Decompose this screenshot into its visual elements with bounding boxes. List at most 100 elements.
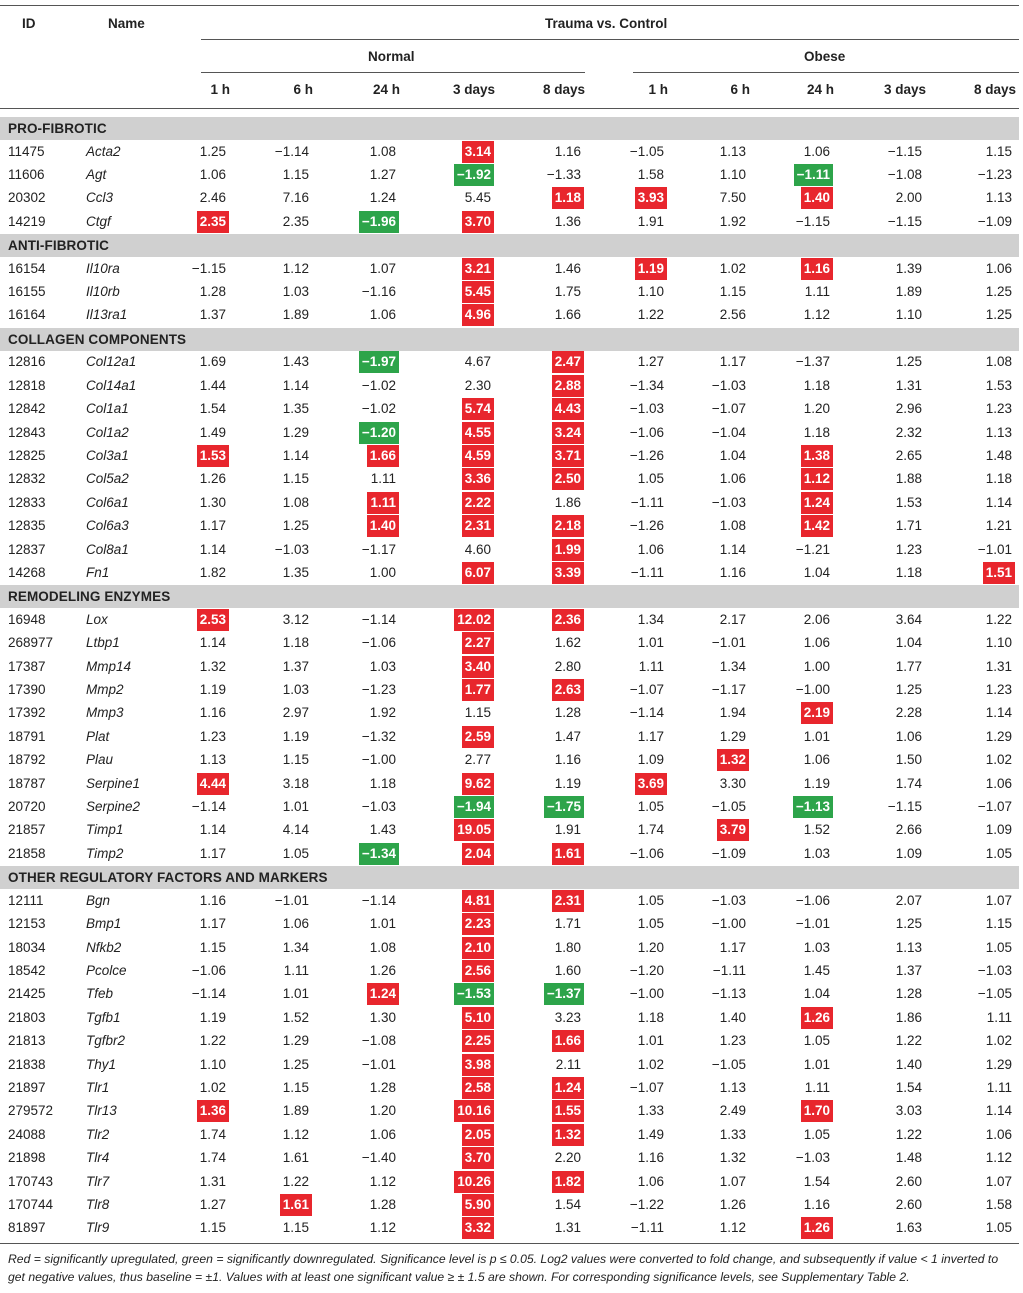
value-cell: 1.06 <box>803 635 830 651</box>
gene-id: 21838 <box>8 1056 46 1072</box>
table-row: 12843 Col1a2 1.49 1.29 −1.20 4.55 3.24 −1.06 −1.… <box>0 421 1019 445</box>
value-cell: 3.64 <box>895 611 922 627</box>
value-cell: −1.37 <box>795 354 830 370</box>
value-cell-up: 4.55 <box>461 421 494 444</box>
gene-id: 14268 <box>8 564 46 580</box>
value-cell-up: 3.71 <box>551 444 584 467</box>
value-cell: 1.74 <box>637 822 664 838</box>
value-cell: 1.18 <box>282 635 309 651</box>
value-cell: 1.86 <box>554 494 581 510</box>
value-cell: 1.01 <box>282 799 309 814</box>
value-cell: 1.12 <box>985 1150 1012 1166</box>
value-cell: 1.28 <box>199 284 226 299</box>
value-cell: −1.17 <box>361 541 396 557</box>
gene-name: Col6a3 <box>86 518 129 534</box>
value-cell: −1.06 <box>361 635 396 651</box>
value-cell: 1.14 <box>199 822 226 838</box>
value-cell: 1.15 <box>464 705 491 721</box>
value-cell: 2.32 <box>895 424 922 440</box>
value-cell: 1.29 <box>282 1033 309 1049</box>
value-cell: 1.45 <box>803 962 830 978</box>
header-time-7: 24 h <box>806 82 834 97</box>
table-row: 81897 Tlr9 1.15 1.15 1.12 3.32 1.31 −1.11 1.12 1.… <box>0 1217 1019 1240</box>
top-rule <box>0 5 1019 6</box>
value-cell: −1.03 <box>711 494 746 510</box>
value-cell: 1.07 <box>369 260 396 276</box>
value-cell: 1.03 <box>282 284 309 299</box>
value-cell: 1.06 <box>803 143 830 159</box>
value-cell: 1.06 <box>985 260 1012 276</box>
value-cell: 1.25 <box>895 354 922 370</box>
value-cell: 2.80 <box>554 658 581 674</box>
value-cell: 2.06 <box>803 611 830 627</box>
value-cell: 1.23 <box>895 541 922 557</box>
value-cell: 1.09 <box>985 822 1012 838</box>
gene-name: Timp2 <box>86 845 124 861</box>
header-time-4: 8 days <box>542 82 585 97</box>
value-cell-up: 5.45 <box>461 281 494 303</box>
value-cell: 1.25 <box>282 1056 309 1072</box>
value-cell: 1.06 <box>637 1173 664 1189</box>
value-cell: 1.13 <box>199 752 226 768</box>
gene-name: Ctgf <box>86 213 111 229</box>
value-cell: 1.40 <box>719 1009 746 1025</box>
table-row: 21857 Timp1 1.14 4.14 1.43 19.05 1.91 1.74 3.79 1… <box>0 819 1019 842</box>
value-cell: 1.30 <box>199 494 226 510</box>
value-cell: 1.28 <box>554 705 581 721</box>
value-cell: 1.58 <box>637 166 664 182</box>
value-cell: 2.77 <box>464 752 491 768</box>
gene-name: Agt <box>86 166 107 182</box>
value-cell: 2.60 <box>895 1196 922 1212</box>
value-cell-up: 1.12 <box>800 468 833 491</box>
gene-name: Tfeb <box>86 986 114 1002</box>
value-cell: 2.30 <box>464 377 491 393</box>
header-trauma-vs-control: Trauma vs. Control <box>545 16 668 31</box>
value-cell: 1.15 <box>985 143 1012 159</box>
value-cell: 1.37 <box>199 307 226 323</box>
value-cell: −1.15 <box>795 213 830 229</box>
value-cell-up: 5.90 <box>461 1193 494 1216</box>
value-cell: 1.03 <box>803 845 830 861</box>
value-cell: −1.00 <box>361 752 396 768</box>
value-cell: 1.13 <box>985 190 1012 206</box>
value-cell-up: 2.22 <box>461 491 494 514</box>
value-cell: 1.10 <box>895 307 922 323</box>
value-cell: −1.26 <box>629 518 664 534</box>
value-cell: 1.05 <box>803 1033 830 1049</box>
value-cell: 1.05 <box>803 1126 830 1142</box>
table-row: 12818 Col14a1 1.44 1.14 −1.02 2.30 2.88 −1.34 −1… <box>0 374 1019 398</box>
value-cell: 1.12 <box>369 1173 396 1189</box>
value-cell: 1.31 <box>985 658 1012 674</box>
value-cell-up: 1.26 <box>800 1006 833 1029</box>
value-cell: 1.05 <box>637 799 664 814</box>
table-row: 18792 Plau 1.13 1.15 −1.00 2.77 1.16 1.09 1.32 1.… <box>0 749 1019 772</box>
value-cell: 1.24 <box>369 190 396 206</box>
gene-id: 21897 <box>8 1079 46 1095</box>
value-cell: 1.80 <box>554 939 581 955</box>
value-cell: −1.05 <box>977 986 1012 1002</box>
gene-id: 279572 <box>8 1103 54 1119</box>
gene-id: 21898 <box>8 1150 46 1166</box>
value-cell: 1.53 <box>985 377 1012 393</box>
value-cell-up: 2.35 <box>196 210 229 233</box>
value-cell: −1.00 <box>795 682 830 697</box>
value-cell: 1.15 <box>282 1079 309 1095</box>
value-cell-up: 3.21 <box>461 257 494 280</box>
value-cell: 1.34 <box>282 939 309 955</box>
value-cell: 2.56 <box>719 307 746 323</box>
table-row: 12837 Col8a1 1.14 −1.03 −1.17 4.60 1.99 1.06 1.1… <box>0 538 1019 562</box>
value-cell: 2.28 <box>895 705 922 721</box>
value-cell: 1.43 <box>282 354 309 370</box>
gene-name: Bgn <box>86 892 111 908</box>
value-cell: 1.04 <box>719 447 746 463</box>
gene-id: 24088 <box>8 1126 46 1142</box>
gene-id: 12833 <box>8 494 46 510</box>
value-cell: 1.62 <box>554 635 581 651</box>
value-cell: 2.11 <box>555 1056 581 1072</box>
value-cell-up: 1.82 <box>551 1170 584 1193</box>
table-row: 12832 Col5a2 1.26 1.15 1.11 3.36 2.50 1.05 1.06 1… <box>0 468 1019 491</box>
gene-id: 16164 <box>8 307 46 323</box>
value-cell: 1.25 <box>895 682 922 697</box>
gene-id: 12153 <box>8 916 46 932</box>
gene-id: 20720 <box>8 799 46 814</box>
